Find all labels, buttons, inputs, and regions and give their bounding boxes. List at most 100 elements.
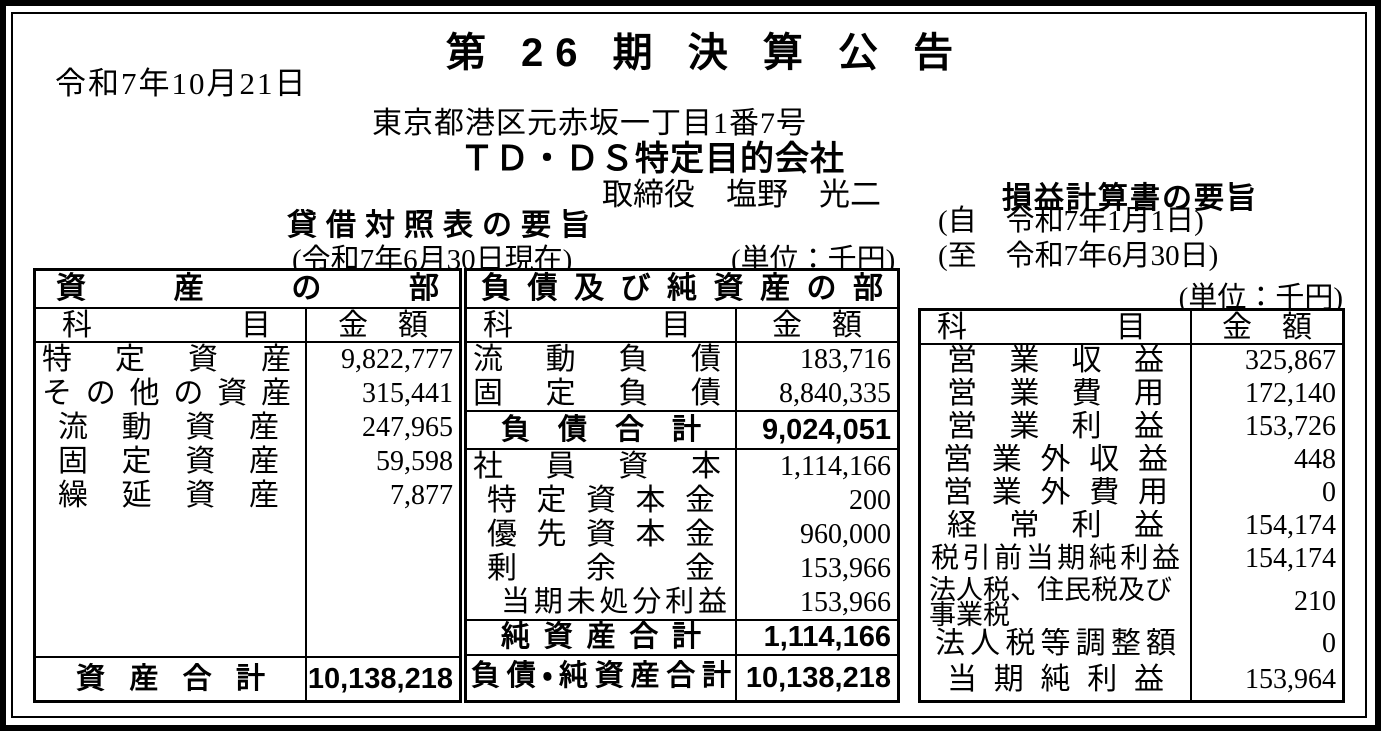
table-row: 優先資本金 960,000 [467,518,897,552]
row-amount: 960,000 [800,519,891,550]
table-row: 特定資本金 200 [467,484,897,518]
period-to: (至 令和7年6月30日) [938,240,1219,272]
total-amount: 1,114,166 [763,621,891,653]
row-amount: 315,441 [362,378,453,409]
table-row: 繰延資産 7,877 [36,479,459,513]
row-amount: 0 [1322,628,1336,659]
table-row: 流動資産 247,965 [36,411,459,445]
assets-column-header: 科目 金 額 [36,309,459,343]
officer-name: 取締役 塩野 光二 [602,177,881,212]
row-amount: 448 [1294,444,1336,475]
row-amount: 0 [1322,477,1336,508]
row-label: 流動資産 [36,411,307,445]
table-row: 固定負債 8,840,335 [467,377,897,412]
total-amount: 10,138,218 [307,663,453,695]
company-address: 東京都港区元赤坂一丁目1番7号 [372,107,807,140]
row-amount: 154,174 [1245,510,1336,541]
row-amount: 325,867 [1245,345,1336,376]
net-assets-total-row: 純資産合計 1,114,166 [467,621,897,656]
table-row: 流動負債 183,716 [467,343,897,377]
total-amount: 10,138,218 [745,661,891,694]
table-row: 営業費用 172,140 [921,378,1342,411]
income-statement-table: 科目 金 額 営業収益 325,867 営業費用 172,140 営業利益 15… [918,308,1345,703]
column-header-amount: 金 額 [1222,311,1312,344]
row-amount: 200 [849,485,891,516]
row-amount: 210 [1294,586,1336,617]
row-amount: 172,140 [1245,378,1336,409]
row-label: 社員資本 [467,450,737,484]
assets-section-title: 資産の部 [36,271,459,309]
table-row: 法人税等調整額 0 [921,628,1342,661]
liabilities-net-assets-table: 負債及び純資産の部 科目 金 額 流動負債 183,716 固定負債 8,840… [464,268,900,703]
table-row: 営業収益 325,867 [921,345,1342,378]
table-row: 営業外収益 448 [921,444,1342,477]
row-amount: 247,965 [362,412,453,443]
total-label: 負債・純資産合計 [467,656,737,700]
row-label: その他の資産 [36,377,307,411]
row-amount: 59,598 [376,446,453,477]
period-from: (自 令和7年1月1日) [938,205,1204,237]
row-label: 経常利益 [921,510,1192,543]
table-row: 経常利益 154,174 [921,510,1342,543]
assets-total-row: 資産合計 10,138,218 [36,656,459,700]
row-label: 固定負債 [467,377,737,410]
total-label: 負債合計 [467,412,737,448]
row-label: 営業費用 [921,378,1192,411]
income-statement-column-header: 科目 金 額 [921,311,1342,345]
table-row: 特定資産 9,822,777 [36,343,459,377]
table-row: 剰余金 153,966 [467,552,897,586]
total-amount: 9,024,051 [761,414,891,446]
row-amount: 153,966 [800,587,891,618]
column-header-amount: 金 額 [338,309,428,342]
income-statement-heading: 損益計算書の要旨 [1002,182,1258,215]
liabilities-column-header: 科目 金 額 [467,309,897,343]
liabilities-section-title: 負債及び純資産の部 [467,271,897,309]
table-row: 当期純利益 153,964 [921,661,1342,700]
total-label: 純資産合計 [467,621,737,654]
table-row: 法人税、住民税及び事業税 210 [921,576,1342,628]
row-amount: 9,822,777 [341,344,453,375]
row-label: 当期純利益 [921,661,1192,700]
row-amount: 8,840,335 [779,378,891,409]
row-amount: 1,114,166 [780,451,891,482]
income-statement-period: (自 令和7年1月1日) (至 令和7年6月30日) [938,204,1218,274]
total-label: 資産合計 [36,658,307,700]
row-label: 特定資産 [36,343,307,377]
row-label: 営業外収益 [921,444,1192,477]
row-label: 固定資産 [36,445,307,479]
assets-table: 資産の部 科目 金 額 特定資産 9,822,777 その他の資産 315,44… [33,268,462,703]
table-row: その他の資産 315,441 [36,377,459,411]
row-amount: 153,726 [1245,411,1336,442]
table-row: 税引前当期純利益 154,174 [921,543,1342,576]
column-header-item: 科目 [921,311,1192,343]
liabilities-total-row: 負債合計 9,024,051 [467,412,897,450]
row-label: 剰余金 [467,552,737,586]
row-label: 営業収益 [921,345,1192,378]
row-label: 法人税、住民税及び事業税 [921,576,1192,628]
table-row: 営業外費用 0 [921,477,1342,510]
row-amount: 183,716 [800,344,891,375]
table-row: 当期未処分利益 153,966 [467,586,897,621]
company-name: ＴＤ・ＤＳ特定目的会社 [460,140,845,178]
balance-sheet-heading: 貸借対照表の要旨 [287,209,599,242]
row-amount: 154,174 [1245,543,1336,574]
table-row: 固定資産 59,598 [36,445,459,479]
row-label: 流動負債 [467,343,737,377]
column-header-item: 科目 [467,309,737,341]
page-inner-border [11,12,1367,718]
column-header-item: 科目 [36,309,307,341]
row-label: 特定資本金 [467,484,737,518]
row-label: 当期未処分利益 [467,586,737,619]
table-row: 営業利益 153,726 [921,411,1342,444]
row-label: 繰延資産 [36,479,307,513]
notice-date: 令和7年10月21日 [55,66,308,101]
row-label: 税引前当期純利益 [921,543,1192,576]
liabilities-net-assets-grand-total-row: 負債・純資産合計 10,138,218 [467,656,897,700]
row-label: 営業外費用 [921,477,1192,510]
column-header-amount: 金 額 [772,309,862,342]
notice-title: 第 26 期 決 算 公 告 [445,31,966,75]
table-filler-row [36,513,459,656]
row-amount: 153,964 [1245,664,1336,695]
